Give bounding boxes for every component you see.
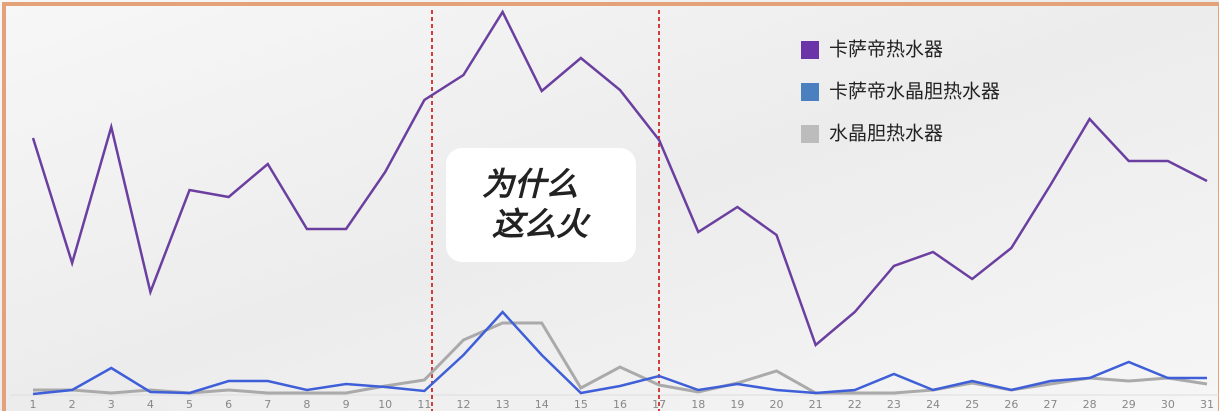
x-tick-label: 24: [926, 398, 940, 411]
x-tick-label: 23: [887, 398, 901, 411]
logo: 为什么 这么火: [446, 148, 636, 262]
x-tick-label: 28: [1083, 398, 1097, 411]
x-tick-label: 11: [417, 398, 431, 411]
x-tick-label: 16: [613, 398, 627, 411]
x-tick-label: 10: [378, 398, 392, 411]
logo-text: 为什么: [482, 165, 578, 203]
x-tick-label: 8: [303, 398, 310, 411]
x-tick-label: 6: [225, 398, 232, 411]
x-tick-label: 20: [770, 398, 784, 411]
legend-label: 卡萨帝水晶胆热水器: [829, 81, 1000, 103]
x-tick-label: 18: [691, 398, 705, 411]
x-tick-label: 2: [69, 398, 76, 411]
legend-label: 卡萨帝热水器: [829, 39, 943, 61]
x-tick-label: 3: [108, 398, 115, 411]
x-tick-label: 12: [456, 398, 470, 411]
legend-label: 水晶胆热水器: [829, 123, 943, 145]
x-tick-label: 17: [652, 398, 666, 411]
x-tick-label: 14: [535, 398, 549, 411]
x-tick-label: 27: [1043, 398, 1057, 411]
legend-swatch: [801, 41, 819, 59]
x-tick-label: 26: [1004, 398, 1018, 411]
x-tick-label: 19: [730, 398, 744, 411]
x-tick-label: 15: [574, 398, 588, 411]
x-tick-label: 5: [186, 398, 193, 411]
x-tick-label: 25: [965, 398, 979, 411]
x-tick-label: 30: [1161, 398, 1175, 411]
x-tick-label: 4: [147, 398, 154, 411]
x-tick-label: 21: [809, 398, 823, 411]
logo-text: 这么火: [492, 205, 591, 243]
x-tick-label: 7: [264, 398, 271, 411]
x-tick-label: 22: [848, 398, 862, 411]
legend-swatch: [801, 83, 819, 101]
x-tick-label: 29: [1122, 398, 1136, 411]
x-tick-label: 1: [30, 398, 37, 411]
legend-swatch: [801, 125, 819, 143]
chart: 1234567891011121314151617181920212223242…: [0, 0, 1219, 411]
x-tick-label: 9: [343, 398, 350, 411]
x-tick-label: 31: [1200, 398, 1214, 411]
chart-wrap: 1234567891011121314151617181920212223242…: [0, 0, 1219, 411]
x-tick-label: 13: [496, 398, 510, 411]
